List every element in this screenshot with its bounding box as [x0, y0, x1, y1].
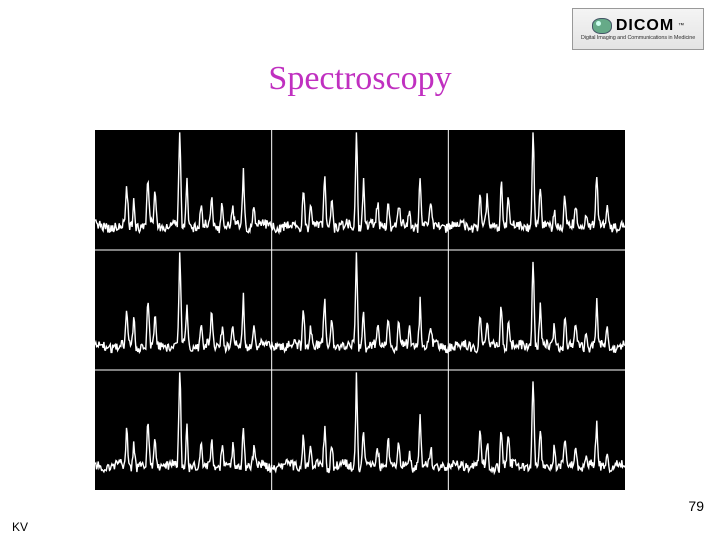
spectrum-panel-r0-c1 [272, 132, 449, 232]
logo-top-row: DICOM ™ [592, 17, 684, 35]
page-title: Spectroscopy [0, 60, 720, 98]
spectrum-panel-r2-c2 [448, 381, 625, 472]
spectrum-panel-r1-c1 [272, 252, 449, 353]
page-number: 79 [688, 498, 704, 514]
spectra-grid [95, 130, 625, 490]
spectrum-panel-r1-c2 [448, 262, 625, 353]
logo-tagline: Digital Imaging and Communications in Me… [581, 35, 695, 41]
spectrum-panel-r0-c2 [448, 132, 625, 232]
spectrum-panel-r2-c0 [95, 372, 272, 472]
logo-brand: DICOM [616, 17, 674, 35]
spectra-grid-container [95, 130, 625, 490]
author-initials: KV [12, 520, 28, 534]
globe-icon [592, 18, 612, 34]
slide: DICOM ™ Digital Imaging and Communicatio… [0, 0, 720, 540]
spectrum-panel-r1-c0 [95, 252, 272, 352]
dicom-logo: DICOM ™ Digital Imaging and Communicatio… [572, 8, 704, 50]
spectrum-panel-r0-c0 [95, 132, 272, 233]
logo-tm: ™ [678, 23, 684, 29]
spectrum-panel-r2-c1 [272, 372, 449, 473]
